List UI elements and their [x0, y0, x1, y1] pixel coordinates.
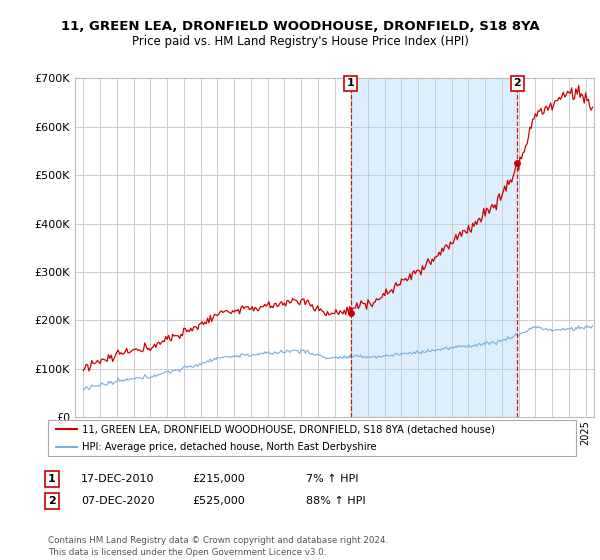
Text: Price paid vs. HM Land Registry's House Price Index (HPI): Price paid vs. HM Land Registry's House …: [131, 35, 469, 48]
Text: 1: 1: [347, 78, 355, 88]
Text: £215,000: £215,000: [192, 474, 245, 484]
Text: HPI: Average price, detached house, North East Derbyshire: HPI: Average price, detached house, Nort…: [82, 442, 377, 452]
Text: 88% ↑ HPI: 88% ↑ HPI: [306, 496, 365, 506]
Text: 11, GREEN LEA, DRONFIELD WOODHOUSE, DRONFIELD, S18 8YA: 11, GREEN LEA, DRONFIELD WOODHOUSE, DRON…: [61, 20, 539, 32]
Text: £525,000: £525,000: [192, 496, 245, 506]
Text: 7% ↑ HPI: 7% ↑ HPI: [306, 474, 359, 484]
Text: 07-DEC-2020: 07-DEC-2020: [81, 496, 155, 506]
Text: 1: 1: [48, 474, 56, 484]
Text: 11, GREEN LEA, DRONFIELD WOODHOUSE, DRONFIELD, S18 8YA (detached house): 11, GREEN LEA, DRONFIELD WOODHOUSE, DRON…: [82, 424, 495, 434]
Bar: [350, 78, 517, 417]
Text: 2: 2: [514, 78, 521, 88]
Text: Contains HM Land Registry data © Crown copyright and database right 2024.
This d: Contains HM Land Registry data © Crown c…: [48, 536, 388, 557]
Text: 17-DEC-2010: 17-DEC-2010: [81, 474, 155, 484]
Text: 2: 2: [48, 496, 56, 506]
